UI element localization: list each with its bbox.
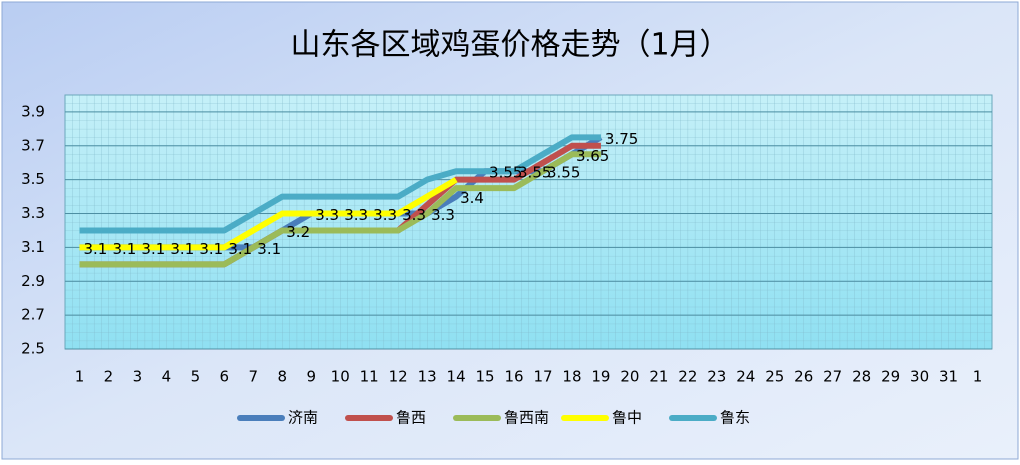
data-label: 3.1 [170, 240, 194, 258]
x-tick-label: 6 [220, 368, 230, 386]
x-tick-label: 12 [389, 368, 408, 386]
x-tick-label: 16 [504, 368, 523, 386]
legend-label: 鲁东 [720, 409, 750, 427]
x-tick-label: 21 [649, 368, 668, 386]
x-tick-label: 18 [562, 368, 581, 386]
data-label: 3.3 [373, 206, 397, 224]
x-tick-label: 5 [191, 368, 201, 386]
x-tick-label: 19 [591, 368, 610, 386]
data-label: 3.1 [83, 240, 107, 258]
x-tick-label: 3 [133, 368, 143, 386]
data-label: 3.1 [141, 240, 165, 258]
x-tick-label: 24 [736, 368, 755, 386]
x-tick-label: 27 [823, 368, 842, 386]
x-tick-label: 23 [707, 368, 726, 386]
legend-label: 鲁中 [612, 409, 642, 427]
x-tick-label: 17 [533, 368, 552, 386]
x-tick-label: 25 [765, 368, 784, 386]
y-tick-label: 2.9 [21, 272, 45, 290]
y-tick-label: 3.1 [21, 238, 45, 256]
x-tick-label: 13 [418, 368, 437, 386]
data-label: 3.75 [605, 130, 638, 148]
x-tick-label: 2 [104, 368, 114, 386]
x-tick-label: 10 [331, 368, 350, 386]
x-tick-label: 31 [939, 368, 958, 386]
data-label: 3.1 [112, 240, 136, 258]
data-label: 3.55 [547, 164, 580, 182]
x-tick-label: 30 [910, 368, 929, 386]
x-tick-label: 28 [852, 368, 871, 386]
data-label: 3.3 [431, 206, 455, 224]
x-tick-label: 7 [249, 368, 259, 386]
plot-minor-grid [64, 94, 993, 350]
data-label: 3.4 [460, 189, 484, 207]
legend-label: 鲁西南 [504, 409, 549, 427]
x-tick-label: 15 [476, 368, 495, 386]
chart-title: 山东各区域鸡蛋价格走势（1月） [290, 28, 729, 63]
y-tick-label: 3.9 [21, 102, 45, 120]
y-tick-label: 2.7 [21, 306, 45, 324]
data-label: 3.2 [286, 223, 310, 241]
data-label: 3.1 [257, 240, 281, 258]
data-label: 3.1 [199, 240, 223, 258]
series-line [79, 151, 601, 268]
y-tick-label: 2.5 [21, 340, 45, 358]
x-tick-label: 20 [620, 368, 639, 386]
x-tick-label: 29 [881, 368, 900, 386]
y-tick-label: 3.5 [21, 170, 45, 188]
x-tick-label: 22 [678, 368, 697, 386]
x-tick-label: 1 [75, 368, 85, 386]
x-tick-label: 26 [794, 368, 813, 386]
data-label: 3.3 [402, 206, 426, 224]
x-tick-label: 8 [277, 368, 287, 386]
x-tick-label: 11 [360, 368, 379, 386]
x-tick-label: 9 [306, 368, 316, 386]
x-tick-label: 1 [973, 368, 983, 386]
data-label: 3.55 [518, 164, 551, 182]
legend-label: 济南 [288, 409, 318, 427]
series-line [79, 177, 458, 251]
x-tick-label: 14 [447, 368, 466, 386]
data-label: 3.55 [489, 164, 522, 182]
data-label: 3.1 [228, 240, 252, 258]
y-tick-label: 3.3 [21, 204, 45, 222]
y-tick-label: 3.7 [21, 136, 45, 154]
data-label: 3.3 [344, 206, 368, 224]
x-tick-label: 4 [162, 368, 172, 386]
data-label: 3.3 [315, 206, 339, 224]
data-label: 3.65 [576, 147, 609, 165]
series-line [79, 134, 601, 234]
legend-label: 鲁西 [396, 409, 426, 427]
